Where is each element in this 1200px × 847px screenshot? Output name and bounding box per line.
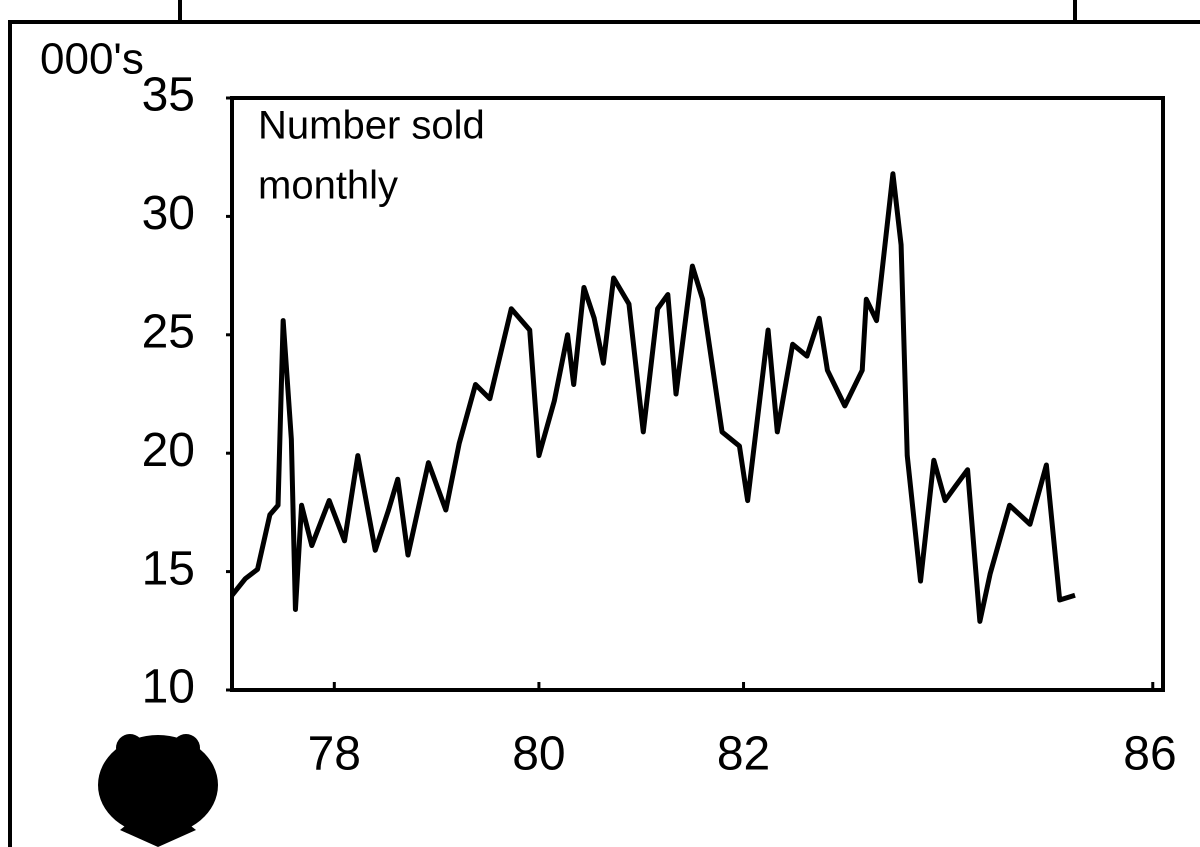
y-tick-label: 20 [142,424,195,477]
annotation-line: Number sold [258,104,485,148]
y-tick-label: 15 [142,542,195,595]
annotation-line: monthly [258,164,398,208]
y-tick-label: 30 [142,187,195,240]
y-tick-label: 35 [142,69,195,122]
x-tick-label: 78 [308,728,361,781]
data-line [230,171,1076,624]
frame [8,0,1200,847]
x-tick-label: 80 [512,728,565,781]
plot-frame [230,96,1165,692]
y-tick-label: 25 [142,305,195,358]
y-unit-label: 000's [40,35,144,84]
y-tick-label: 10 [142,661,195,714]
x-tick-label: 82 [717,728,770,781]
x-tick-label: 86 [1123,728,1176,781]
logo [98,734,218,847]
